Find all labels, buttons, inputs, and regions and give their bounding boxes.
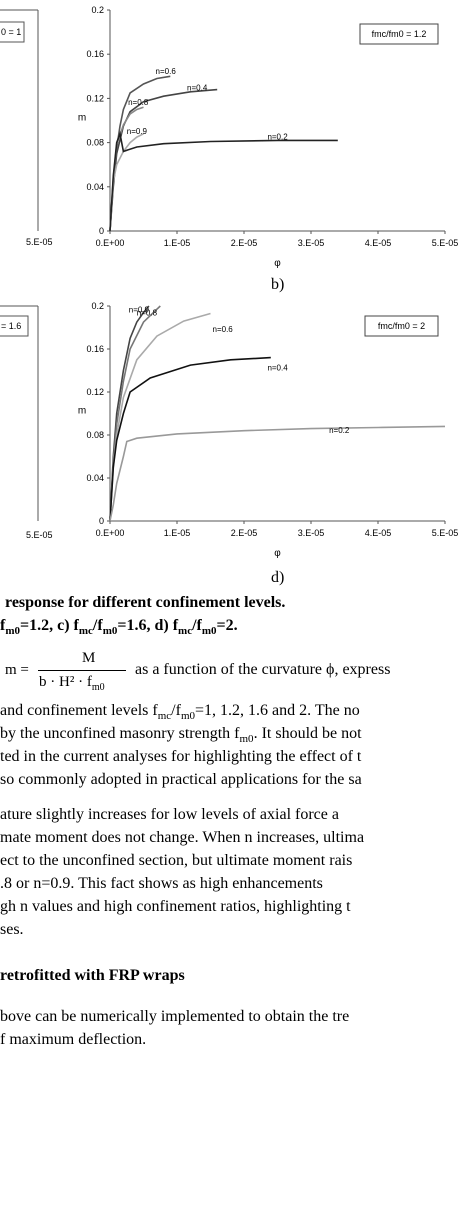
y-tick-label: 0.2: [91, 5, 104, 15]
series-label: n=0.9: [127, 127, 148, 136]
legend-text: fmc/fm0 = 2: [378, 321, 425, 331]
formula-trailing-text: as a function of the curvature ϕ, expres…: [135, 661, 391, 678]
series-label: n=0.2: [267, 132, 288, 141]
chart-b: 0 0.04 0.08 0.12 0.16 0.2 0.E+00 1.E-05 2.E-05 3.…: [78, 5, 459, 269]
y-tick-label: 0.16: [86, 344, 104, 354]
y-axis-label: m: [78, 406, 86, 417]
x-tick-label: 3.E-05: [298, 528, 325, 538]
left-top-legend-fragment: 0 = 1: [1, 27, 22, 37]
x-tick-label: 1.E-05: [164, 238, 191, 248]
para1-line4: so commonly adopted in practical applica…: [0, 771, 362, 788]
y-tick-label: 0.2: [91, 301, 104, 311]
y-tick-label: 0.12: [86, 93, 104, 103]
x-tick-label: 4.E-05: [365, 528, 392, 538]
para1-line3: ted in the current analyses for highligh…: [0, 748, 362, 765]
y-tick-label: 0.04: [86, 473, 104, 483]
y-tick-label: 0.16: [86, 49, 104, 59]
chart-d: 0 0.04 0.08 0.12 0.16 0.2 0.E+00 1.E-05 2.E-05 3.…: [78, 301, 459, 559]
x-tick-label: 1.E-05: [164, 528, 191, 538]
formula-lhs: m =: [5, 662, 29, 678]
x-axis-label: φ: [274, 548, 281, 559]
series-label: n=0.2: [329, 426, 350, 435]
series-label: n=0.6: [213, 325, 234, 334]
y-tick-label: 0.12: [86, 387, 104, 397]
series-line-n-0_4: [109, 88, 218, 232]
legend-box: [359, 23, 439, 45]
series-label: n=0.6: [156, 67, 177, 76]
left-bottom-legend-fragment: = 1.6: [1, 321, 22, 331]
caption-line-1: response for different confinement level…: [5, 594, 286, 611]
x-tick-label: 2.E-05: [231, 238, 258, 248]
legend-text: fmc/fm0 = 1.2: [372, 29, 427, 39]
para2-line3: ect to the unconfined section, but ultim…: [0, 852, 353, 869]
series-label: n=0.4: [267, 364, 288, 373]
series-line-n-0_4: [109, 356, 271, 522]
para2-line5: gh n values and high confinement ratios,…: [0, 898, 351, 915]
y-tick-label: 0.04: [86, 182, 104, 192]
formula-numerator: M: [82, 650, 96, 666]
para3-line2: f maximum deflection.: [0, 1031, 147, 1048]
x-tick-label: 2.E-05: [231, 528, 258, 538]
series-label: n=0.9: [129, 305, 150, 314]
x-tick-label: 3.E-05: [298, 238, 325, 248]
series-line-n-0_8: [109, 305, 161, 522]
y-tick-label: 0: [99, 226, 104, 236]
series-label: n=0.8: [137, 309, 158, 318]
left-bottom-xtick-fragment: 5.E-05: [26, 530, 53, 540]
x-tick-label: 5.E-05: [432, 238, 459, 248]
para2-line4: .8 or n=0.9. This fact shows as high enh…: [0, 875, 323, 892]
series-line-n-0_2: [109, 425, 446, 522]
x-axis-label: φ: [274, 258, 281, 269]
x-tick-label: 0.E+00: [96, 528, 125, 538]
left-charts-fragment: [0, 9, 39, 521]
y-tick-label: 0.08: [86, 138, 104, 148]
series-line-n-0_2: [109, 130, 338, 232]
para2-line2: mate moment does not change. When n incr…: [0, 829, 365, 846]
para1-line1: and confinement levels fmc/fm0=1, 1.2, 1…: [0, 702, 360, 723]
series-line-n-0_6: [109, 312, 211, 522]
para1-line2: by the unconfined masonry strength fm0. …: [0, 725, 362, 746]
series-label: n=0.4: [187, 84, 208, 93]
y-tick-label: 0: [99, 516, 104, 526]
panel-label-d: d): [271, 569, 285, 586]
panel-label-b: b): [271, 276, 285, 293]
formula-fraction-bar: [38, 670, 126, 671]
x-tick-label: 5.E-05: [432, 528, 459, 538]
y-tick-label: 0.08: [86, 430, 104, 440]
caption-line-2: fm0=1.2, c) fmc/fm0=1.6, d) fmc/fm0=2.: [0, 617, 238, 638]
para2-line6: ses.: [0, 921, 24, 938]
formula-denominator: b · H² · fm0: [39, 674, 105, 693]
y-axis-label: m: [78, 113, 86, 124]
series-line-n-0_9: [109, 133, 144, 232]
left-top-xtick-fragment: 5.E-05: [26, 237, 53, 247]
x-tick-label: 0.E+00: [96, 238, 125, 248]
legend-box: [364, 315, 439, 337]
section-heading: retrofitted with FRP wraps: [0, 967, 185, 984]
series-label: n=0.8: [128, 98, 149, 107]
para3-line1: bove can be numerically implemented to o…: [0, 1008, 350, 1025]
x-tick-label: 4.E-05: [365, 238, 392, 248]
para2-line1: ature slightly increases for low levels …: [0, 806, 339, 823]
